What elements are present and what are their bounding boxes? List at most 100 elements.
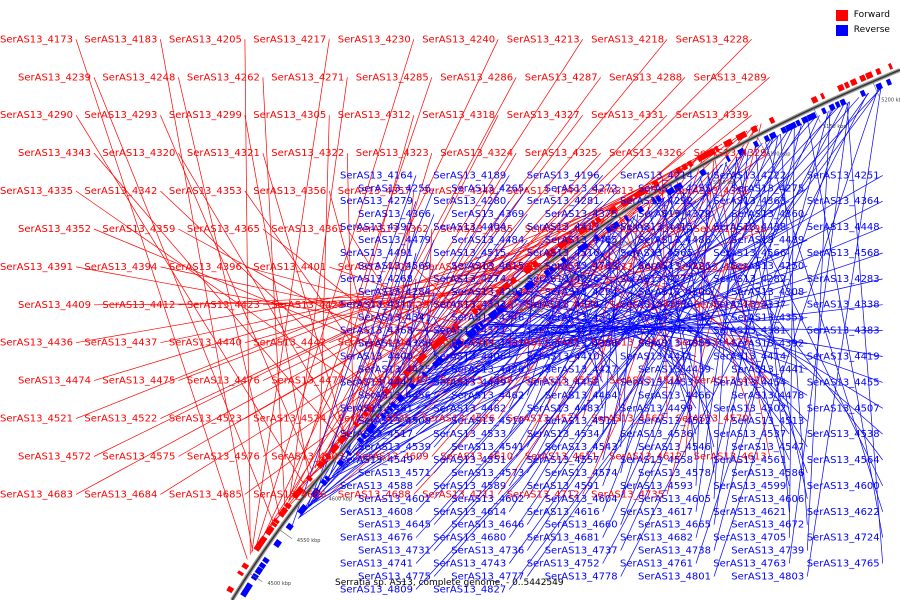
gene-label[interactable]: SerAS13_4361 <box>271 224 344 235</box>
gene-label[interactable]: SerAS13_4375 <box>545 209 618 220</box>
gene-label[interactable]: SerAS13_4393 <box>609 224 682 235</box>
gene-label[interactable]: SerAS13_4218 <box>591 34 664 45</box>
gene-label[interactable]: SerAS13_4617 <box>620 507 693 518</box>
gene-label[interactable]: SerAS13_4616 <box>527 507 600 518</box>
gene-label[interactable]: SerAS13_4338 <box>807 300 880 311</box>
gene-label[interactable]: SerAS13_4341 <box>358 313 431 324</box>
gene-label[interactable]: SerAS13_4348 <box>422 186 495 197</box>
gene-label[interactable]: SerAS13_4499 <box>620 403 693 414</box>
gene-label[interactable]: SerAS13_4609 <box>356 452 429 463</box>
gene-label[interactable]: SerAS13_4570 <box>676 414 749 425</box>
gene-label[interactable]: SerAS13_4523 <box>169 414 242 425</box>
gene-label[interactable]: SerAS13_4346 <box>451 313 524 324</box>
gene-label[interactable]: SerAS13_4368 <box>340 326 413 337</box>
gene-label[interactable]: SerAS13_4464 <box>545 390 618 401</box>
gene-label[interactable]: SerAS13_4222 <box>713 170 786 181</box>
gene-label[interactable]: SerAS13_4351 <box>676 186 749 197</box>
gene-label[interactable]: SerAS13_4606 <box>731 494 804 505</box>
gene-label[interactable]: SerAS13_4355 <box>731 313 804 324</box>
gene-label[interactable]: SerAS13_4478 <box>731 390 804 401</box>
gene-label[interactable]: SerAS13_4265 <box>451 183 524 194</box>
gene-label[interactable]: SerAS13_4276 <box>527 274 600 285</box>
gene-label[interactable]: SerAS13_4385 <box>440 224 513 235</box>
gene-label[interactable]: SerAS13_4441 <box>731 364 804 375</box>
gene-label[interactable]: SerAS13_4396 <box>169 262 242 273</box>
gene-label[interactable]: SerAS13_4571 <box>358 468 431 479</box>
gene-label[interactable]: SerAS13_4356 <box>253 186 326 197</box>
gene-label[interactable]: SerAS13_4801 <box>638 572 711 583</box>
gene-label[interactable]: SerAS13_4401 <box>253 262 326 273</box>
gene-label[interactable]: SerAS13_4538 <box>807 429 880 440</box>
gene-label[interactable]: SerAS13_4323 <box>356 148 429 159</box>
gene-label[interactable]: SerAS13_4543 <box>545 442 618 453</box>
gene-label[interactable]: SerAS13_4511 <box>545 416 618 427</box>
gene-label[interactable]: SerAS13_4737 <box>545 546 618 557</box>
gene-label[interactable]: SerAS13_4462 <box>451 390 524 401</box>
gene-label[interactable]: SerAS13_4430 <box>440 300 513 311</box>
gene-label[interactable]: SerAS13_4536 <box>620 429 693 440</box>
gene-label[interactable]: SerAS13_4408 <box>676 262 749 273</box>
gene-label[interactable]: SerAS13_4433 <box>694 300 767 311</box>
gene-label[interactable]: SerAS13_4603 <box>271 452 344 463</box>
gene-label[interactable]: SerAS13_4299 <box>169 110 242 121</box>
gene-label[interactable]: SerAS13_4318 <box>422 110 495 121</box>
gene-label[interactable]: SerAS13_4362 <box>356 224 429 235</box>
gene-label[interactable]: SerAS13_4228 <box>676 34 749 45</box>
gene-label[interactable]: SerAS13_4476 <box>187 376 260 387</box>
gene-label[interactable]: SerAS13_4537 <box>713 429 786 440</box>
gene-label[interactable]: SerAS13_4440 <box>169 338 242 349</box>
gene-label[interactable]: SerAS13_4429 <box>356 300 429 311</box>
gene-label[interactable]: SerAS13_4282 <box>713 274 786 285</box>
gene-label[interactable]: SerAS13_4454 <box>713 377 786 388</box>
gene-label[interactable]: SerAS13_4205 <box>169 34 242 45</box>
gene-label[interactable]: SerAS13_4761 <box>620 559 693 570</box>
gene-label[interactable]: SerAS13_4363 <box>713 196 786 207</box>
gene-label[interactable]: SerAS13_4573 <box>451 468 524 479</box>
gene-label[interactable]: SerAS13_4778 <box>545 572 618 583</box>
gene-label[interactable]: SerAS13_4271 <box>271 72 344 83</box>
gene-label[interactable]: SerAS13_4392 <box>731 339 804 350</box>
gene-label[interactable]: SerAS13_4568 <box>807 248 880 259</box>
gene-label[interactable]: SerAS13_4564 <box>807 455 880 466</box>
gene-label[interactable]: SerAS13_4439 <box>638 364 711 375</box>
gene-label[interactable]: SerAS13_4611 <box>525 452 598 463</box>
gene-label[interactable]: SerAS13_4281 <box>527 196 600 207</box>
gene-label[interactable]: SerAS13_4275 <box>731 183 804 194</box>
gene-label[interactable]: SerAS13_4711 <box>422 489 495 500</box>
gene-label[interactable]: SerAS13_4189 <box>433 170 506 181</box>
gene-label[interactable]: SerAS13_4683 <box>0 489 73 500</box>
gene-label[interactable]: SerAS13_4274 <box>433 274 506 285</box>
gene-label[interactable]: SerAS13_4738 <box>638 546 711 557</box>
gene-label[interactable]: SerAS13_4334 <box>527 300 600 311</box>
gene-label[interactable]: SerAS13_4437 <box>84 338 157 349</box>
gene-label[interactable]: SerAS13_4615 <box>451 261 524 272</box>
gene-label[interactable]: SerAS13_4601 <box>358 494 431 505</box>
gene-label[interactable]: SerAS13_4491 <box>340 248 413 259</box>
gene-label[interactable]: SerAS13_4645 <box>358 520 431 531</box>
gene-label[interactable]: SerAS13_4293 <box>84 110 157 121</box>
gene-label[interactable]: SerAS13_4449 <box>433 377 506 388</box>
gene-label[interactable]: SerAS13_4391 <box>0 262 73 273</box>
gene-label[interactable]: SerAS13_4286 <box>440 72 513 83</box>
gene-label[interactable]: SerAS13_4311 <box>340 300 413 311</box>
gene-label[interactable]: SerAS13_4612 <box>609 452 682 463</box>
gene-label[interactable]: SerAS13_4474 <box>18 376 91 387</box>
gene-label[interactable]: SerAS13_4455 <box>807 377 880 388</box>
gene-label[interactable]: SerAS13_4510 <box>451 416 524 427</box>
gene-label[interactable]: SerAS13_4593 <box>620 481 693 492</box>
gene-label[interactable]: SerAS13_4427 <box>545 364 618 375</box>
gene-label[interactable]: SerAS13_4591 <box>527 481 600 492</box>
gene-label[interactable]: SerAS13_4508 <box>358 416 431 427</box>
gene-label[interactable]: SerAS13_4646 <box>451 520 524 531</box>
gene-label[interactable]: SerAS13_4402 <box>338 262 411 273</box>
gene-label[interactable]: SerAS13_4255 <box>638 183 711 194</box>
gene-label[interactable]: SerAS13_4682 <box>620 533 693 544</box>
gene-label[interactable]: SerAS13_4479 <box>358 235 431 246</box>
gene-label[interactable]: SerAS13_4419 <box>807 352 880 363</box>
gene-label[interactable]: SerAS13_4438 <box>713 222 786 233</box>
gene-label[interactable]: SerAS13_4520 <box>694 376 767 387</box>
gene-label[interactable]: SerAS13_4516 <box>527 248 600 259</box>
gene-label[interactable]: SerAS13_4741 <box>340 559 413 570</box>
gene-label[interactable]: SerAS13_4381 <box>713 326 786 337</box>
gene-label[interactable]: SerAS13_4739 <box>731 546 804 557</box>
